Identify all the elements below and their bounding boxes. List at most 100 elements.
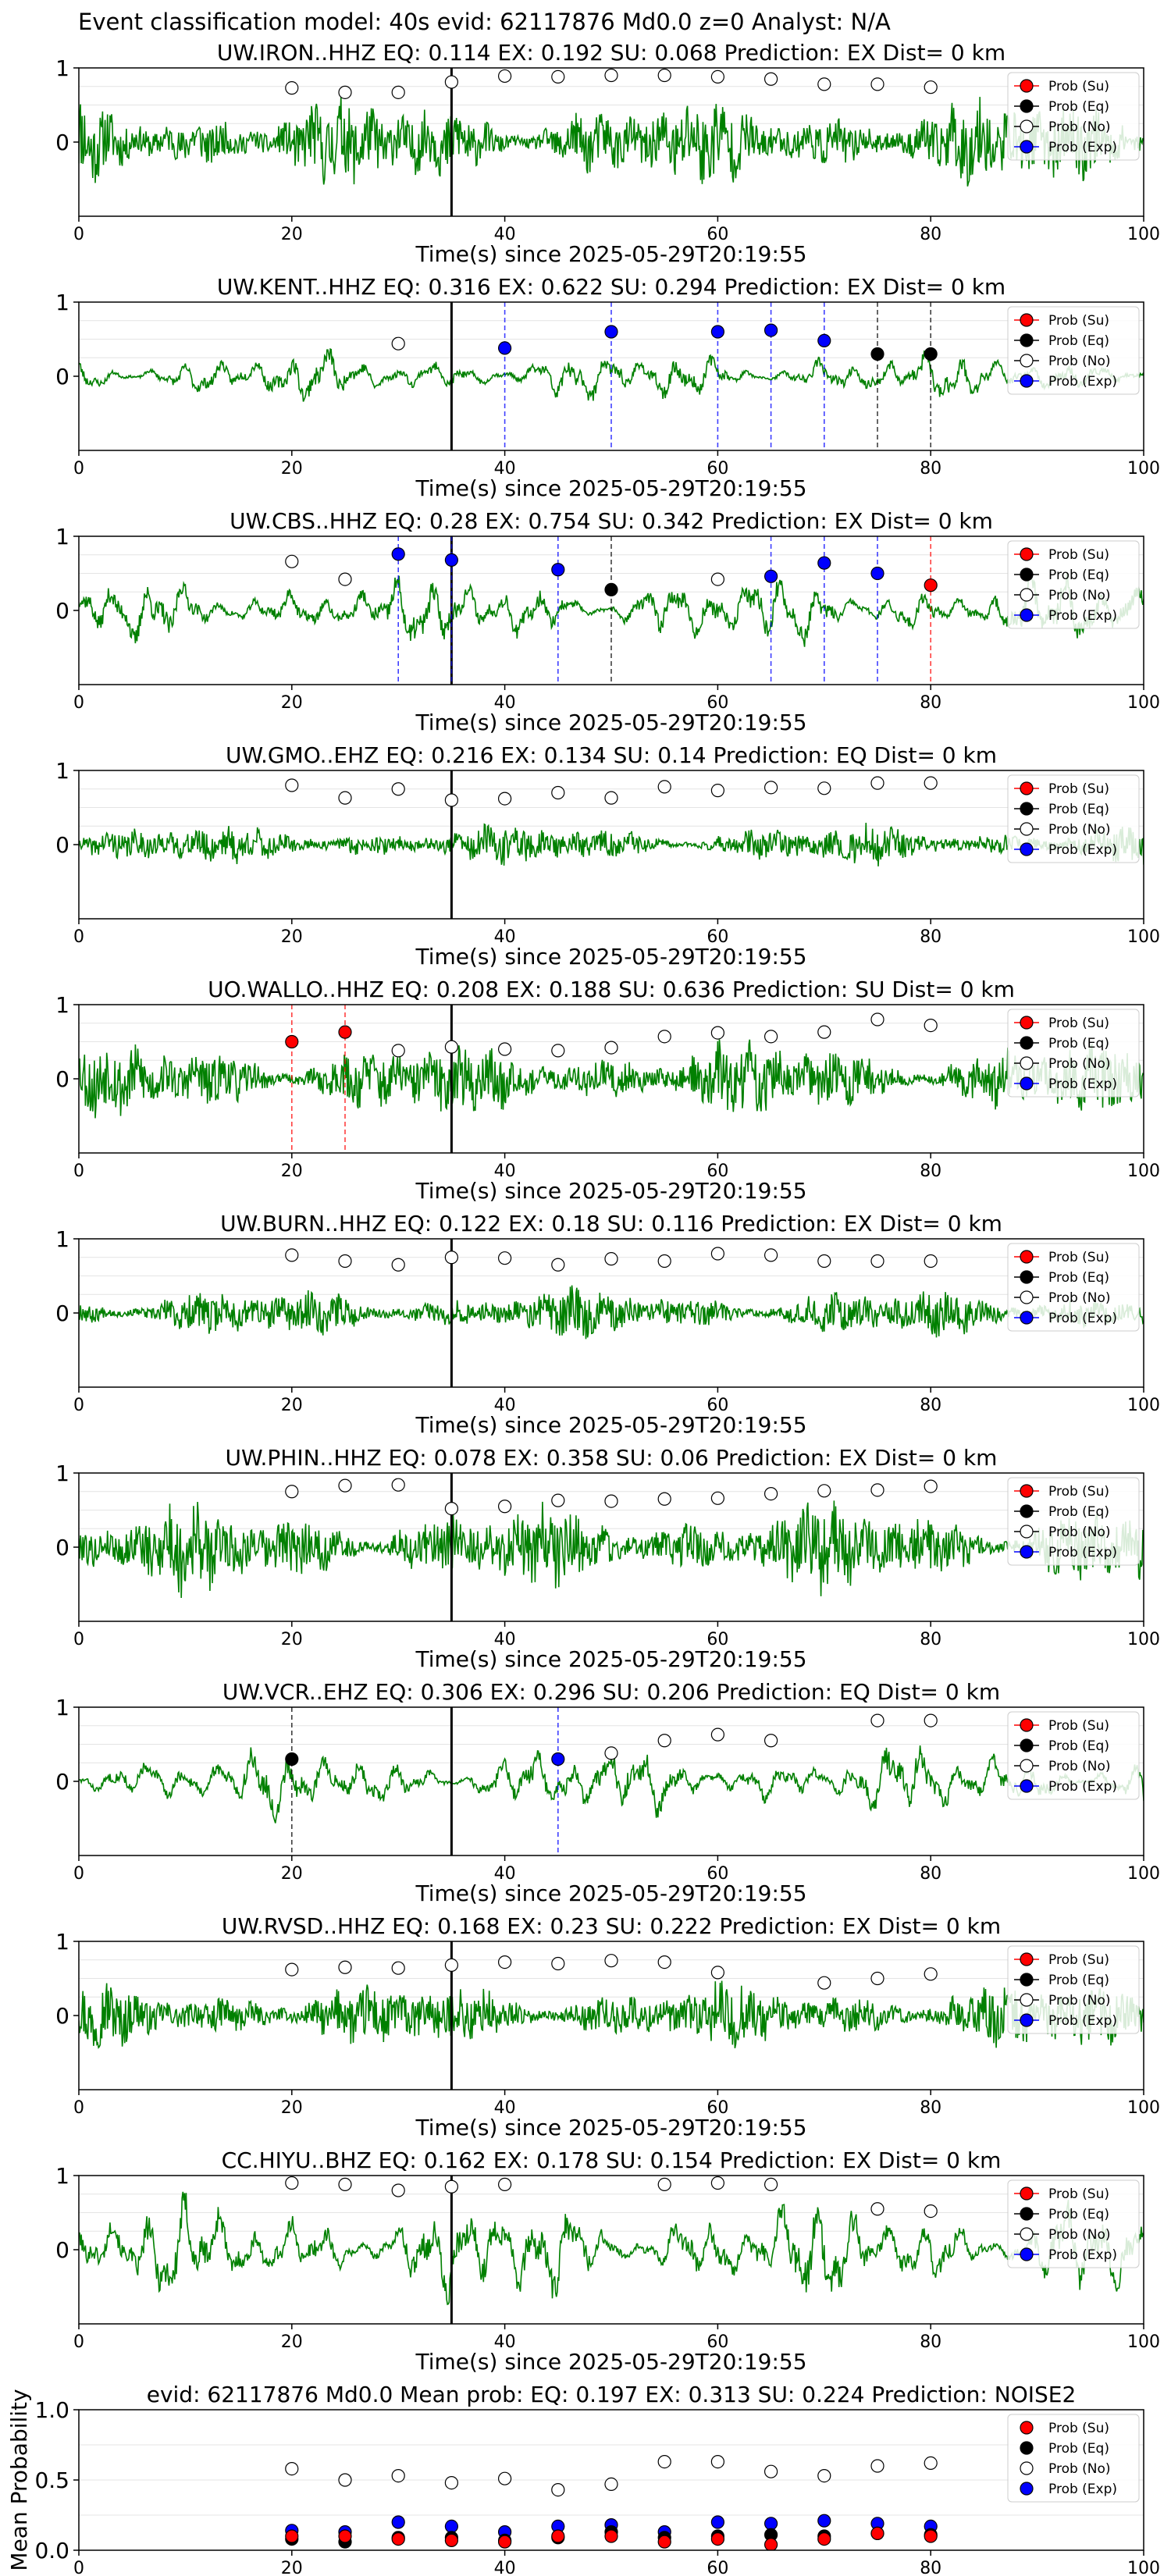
y-tick-label: 0 bbox=[55, 130, 69, 155]
legend-marker-no bbox=[1020, 2227, 1034, 2241]
waveform-trace bbox=[79, 1500, 1144, 1599]
legend-marker-exp bbox=[1020, 1076, 1034, 1091]
legend-label: Prob (Exp) bbox=[1048, 2482, 1117, 2497]
prob-point-no bbox=[338, 572, 352, 586]
prob-point-su bbox=[817, 2532, 831, 2546]
legend-marker-exp bbox=[1020, 1311, 1034, 1325]
station-panel: UW.IRON..HHZ EQ: 0.114 EX: 0.192 SU: 0.0… bbox=[55, 40, 1160, 267]
prob-point-exp bbox=[551, 563, 565, 577]
prob-point-no bbox=[924, 1479, 938, 1493]
prob-point-no bbox=[285, 2176, 299, 2190]
legend-box bbox=[1007, 774, 1140, 863]
prob-point-no bbox=[551, 1493, 565, 1507]
x-tick-label: 20 bbox=[281, 1162, 303, 1181]
legend-label: Prob (Su) bbox=[1048, 1952, 1109, 1968]
legend-marker-su bbox=[1020, 1250, 1034, 1264]
legend-marker-no bbox=[1020, 2461, 1034, 2475]
legend-marker-eq bbox=[1020, 2441, 1034, 2455]
prob-point-exp bbox=[763, 2517, 778, 2531]
legend-label: Prob (Eq) bbox=[1048, 802, 1109, 817]
x-tick-label: 20 bbox=[281, 2098, 303, 2118]
prob-point-su bbox=[657, 2535, 671, 2549]
prob-point-no bbox=[924, 2456, 938, 2470]
legend: Prob (Su) Prob (Eq) Prob (No) Prob (Exp) bbox=[1007, 774, 1140, 863]
legend-marker-su bbox=[1020, 313, 1034, 327]
prob-point-no bbox=[444, 793, 459, 807]
prob-point-no bbox=[497, 1500, 512, 1514]
prob-point-no bbox=[497, 69, 512, 84]
x-tick-label: 100 bbox=[1127, 693, 1160, 713]
x-tick-label: 0 bbox=[73, 1396, 84, 1415]
legend: Prob (Su) Prob (Eq) Prob (No) Prob (Exp) bbox=[1007, 1945, 1140, 2034]
x-tick-label: 40 bbox=[494, 2332, 516, 2352]
prob-point-no bbox=[657, 2455, 671, 2469]
x-tick-label: 100 bbox=[1127, 1630, 1160, 1649]
panel-title: UW.BURN..HHZ EQ: 0.122 EX: 0.18 SU: 0.11… bbox=[220, 1211, 1002, 1236]
legend-marker-eq bbox=[1020, 1270, 1034, 1284]
prob-point-no bbox=[604, 791, 618, 805]
x-tick-label: 100 bbox=[1127, 1162, 1160, 1181]
x-tick-label: 20 bbox=[281, 2332, 303, 2352]
y-tick-label: 1.0 bbox=[34, 2397, 69, 2423]
prob-point-su bbox=[338, 1025, 352, 1039]
prob-point-no bbox=[870, 1483, 884, 1497]
x-tick-label: 80 bbox=[920, 459, 941, 479]
prob-point-no bbox=[285, 1248, 299, 1262]
prob-point-su bbox=[924, 578, 938, 592]
legend-label: Prob (Exp) bbox=[1048, 1545, 1117, 1560]
y-tick-label: 1 bbox=[55, 1226, 69, 1252]
prob-point-no bbox=[924, 1018, 938, 1033]
prob-point-no bbox=[604, 68, 618, 83]
legend: Prob (Su) Prob (Eq) Prob (No) Prob (Exp) bbox=[1007, 1009, 1140, 1098]
x-tick-label: 80 bbox=[920, 1630, 941, 1649]
legend-label: Prob (Eq) bbox=[1048, 99, 1109, 115]
legend-label: Prob (Su) bbox=[1048, 79, 1109, 94]
prob-point-no bbox=[604, 1252, 618, 1266]
x-tick-label: 80 bbox=[920, 1864, 941, 1884]
legend-box bbox=[1007, 540, 1140, 629]
plot-area bbox=[79, 1473, 1144, 1621]
legend-label: Prob (Su) bbox=[1048, 547, 1109, 563]
legend: Prob (Su) Prob (Eq) Prob (No) Prob (Exp) bbox=[1007, 1477, 1140, 1566]
prob-point-no bbox=[285, 2462, 299, 2476]
prob-point-no bbox=[710, 784, 725, 798]
prob-point-no bbox=[551, 1044, 565, 1058]
prob-point-no bbox=[870, 1254, 884, 1268]
legend-marker-no bbox=[1020, 588, 1034, 602]
prob-point-no bbox=[497, 2471, 512, 2485]
prob-point-no bbox=[710, 2455, 725, 2469]
legend-label: Prob (No) bbox=[1048, 1759, 1111, 1774]
legend-label: Prob (Su) bbox=[1048, 1718, 1109, 1734]
prob-point-no bbox=[817, 1976, 831, 1990]
prob-point-su bbox=[338, 2529, 352, 2543]
waveform-trace bbox=[79, 1039, 1144, 1119]
prob-point-exp bbox=[763, 323, 778, 337]
x-axis-label: Time(s) since 2025-05-29T20:19:55 bbox=[415, 710, 806, 735]
prob-point-no bbox=[604, 1746, 618, 1760]
x-tick-label: 80 bbox=[920, 1396, 941, 1415]
prob-point-no bbox=[338, 1960, 352, 1974]
x-axis-label: Time(s) since 2025-05-29T20:19:55 bbox=[415, 1880, 806, 1906]
y-axis-label: Mean Probability bbox=[6, 2389, 32, 2571]
legend-marker-eq bbox=[1020, 333, 1034, 347]
y-tick-label: 0 bbox=[55, 364, 69, 390]
legend-label: Prob (Su) bbox=[1048, 781, 1109, 797]
legend-box bbox=[1007, 306, 1140, 395]
y-tick-label: 1 bbox=[55, 1461, 69, 1486]
station-panel: UW.BURN..HHZ EQ: 0.122 EX: 0.18 SU: 0.11… bbox=[55, 1211, 1160, 1438]
legend-marker-su bbox=[1020, 2421, 1034, 2435]
legend-marker-exp bbox=[1020, 2013, 1034, 2027]
legend-box bbox=[1007, 2179, 1140, 2268]
y-tick-label: 0 bbox=[55, 2237, 69, 2263]
x-tick-label: 100 bbox=[1127, 1864, 1160, 1884]
legend-marker-no bbox=[1020, 1290, 1034, 1304]
x-tick-label: 0 bbox=[73, 459, 84, 479]
prob-point-no bbox=[444, 75, 459, 89]
panel-title: UW.RVSD..HHZ EQ: 0.168 EX: 0.23 SU: 0.22… bbox=[222, 1913, 1001, 1939]
station-panel: UW.GMO..EHZ EQ: 0.216 EX: 0.134 SU: 0.14… bbox=[55, 742, 1160, 970]
legend-label: Prob (No) bbox=[1048, 1290, 1111, 1306]
panel-title: UW.KENT..HHZ EQ: 0.316 EX: 0.622 SU: 0.2… bbox=[217, 274, 1005, 300]
prob-point-no bbox=[817, 77, 831, 91]
prob-point-no bbox=[391, 1258, 405, 1272]
prob-point-exp bbox=[710, 2515, 725, 2529]
